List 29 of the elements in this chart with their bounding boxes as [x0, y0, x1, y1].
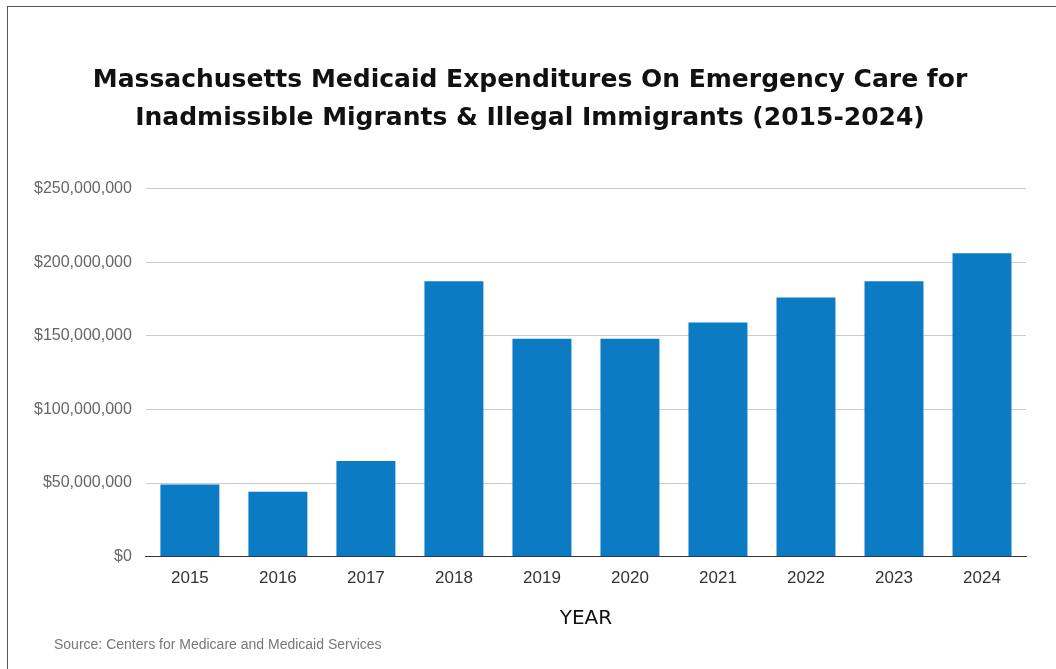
y-tick-label: $50,000,000 — [42, 473, 132, 491]
y-tick-label: $200,000,000 — [34, 252, 132, 270]
y-tick-label: $250,000,000 — [34, 179, 132, 197]
x-tick-label: 2020 — [611, 568, 649, 588]
x-tick-label: 2017 — [346, 568, 385, 588]
y-tick-label: $150,000,000 — [34, 326, 132, 344]
bar — [424, 281, 484, 557]
x-tick-label: 2019 — [523, 568, 561, 588]
x-tick-label: 2023 — [875, 568, 913, 588]
y-tick-label: $100,000,000 — [34, 399, 132, 417]
bar — [776, 297, 836, 557]
x-tick-label: 2015 — [170, 568, 209, 588]
bar — [248, 491, 308, 557]
bar — [160, 484, 220, 557]
bar — [512, 338, 572, 557]
bar — [864, 281, 924, 557]
bar — [688, 322, 748, 557]
x-tick-label: 2024 — [963, 568, 1001, 588]
x-tick-label: 2018 — [435, 568, 473, 588]
chart-title: Massachusetts Medicaid Expenditures On Emergency Care for Inadmissible Migrants & Illegal Immigrants (2015-2024) — [91, 63, 969, 133]
bar — [336, 460, 396, 557]
x-tick-label: 2021 — [699, 568, 737, 588]
y-tick-label: $0 — [114, 547, 132, 565]
x-axis-title: YEAR — [558, 605, 613, 630]
source-note: Source: Centers for Medicare and Medicaid Services — [54, 636, 382, 652]
x-tick-label: 2016 — [258, 568, 297, 588]
bar — [952, 253, 1012, 557]
x-tick-label: 2022 — [787, 568, 825, 588]
bar — [600, 338, 660, 557]
